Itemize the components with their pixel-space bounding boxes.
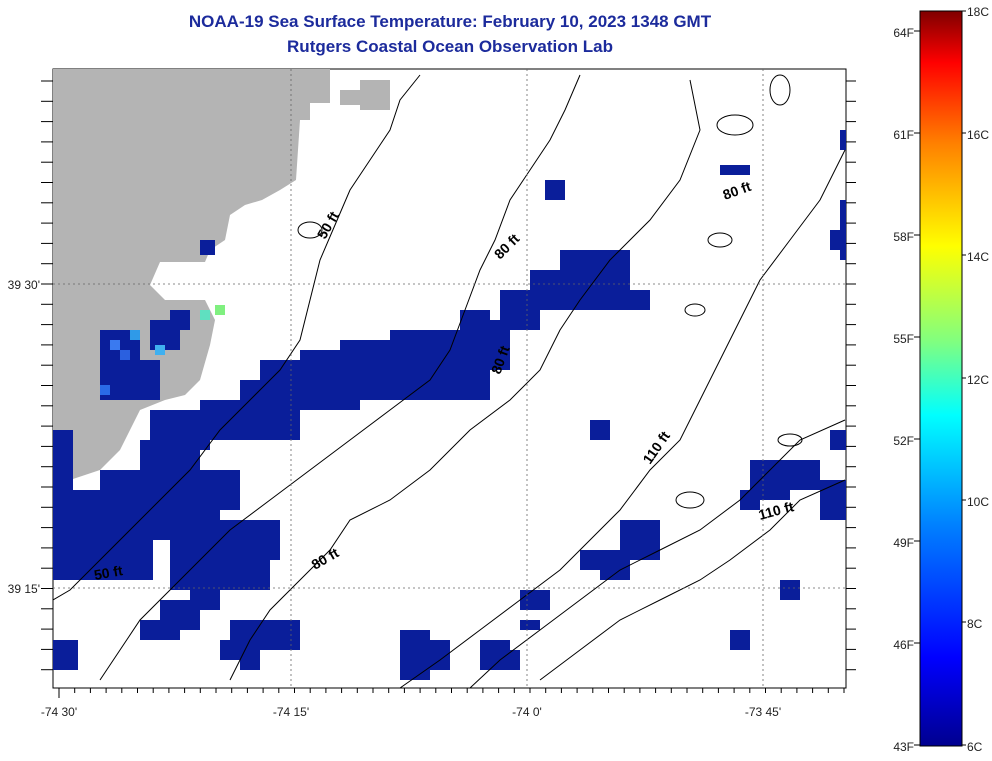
colorbar (919, 10, 963, 747)
sst-pixel (200, 400, 240, 440)
graticule (53, 69, 846, 688)
sst-pixel (820, 480, 846, 520)
sst-pixel (240, 640, 260, 670)
sst-pixel (520, 590, 550, 610)
colorbar-c-label: 14C (967, 250, 989, 264)
sst-pixel (420, 640, 450, 670)
sst-pixel (720, 165, 750, 175)
sst-pixel (600, 550, 630, 580)
sst-pixel (210, 520, 280, 560)
colorbar-c-label: 6C (967, 740, 983, 754)
land-patch (360, 80, 390, 110)
sst-pixel (830, 430, 846, 450)
sst-pixel (170, 310, 190, 330)
sst-pixel (790, 460, 820, 490)
sst-pixel-warm (100, 385, 110, 395)
sst-pixel (780, 580, 800, 600)
colorbar-c-label: 12C (967, 373, 989, 387)
sst-pixel-warm (200, 310, 210, 320)
colorbar-c-label: 10C (967, 495, 989, 509)
sst-pixel (545, 180, 565, 200)
sst-pixel (520, 620, 540, 630)
sst-pixel-warm (110, 340, 120, 350)
contour-label: 50 ft (93, 562, 124, 583)
colorbar-f-label: 43F (893, 740, 914, 754)
colorbar-c-label: 16C (967, 128, 989, 142)
colorbar-c-label: 18C (967, 5, 989, 19)
sst-pixel (730, 630, 750, 650)
colorbar-f-label: 46F (893, 638, 914, 652)
colorbar-c-label: 8C (967, 617, 983, 631)
colorbar-f-label: 61F (893, 128, 914, 142)
sst-pixel (840, 130, 846, 150)
x-tick-label: -74 15' (273, 705, 309, 719)
colorbar-f-label: 55F (893, 332, 914, 346)
sst-pixel (53, 430, 73, 490)
colorbar-f-label: 49F (893, 536, 914, 550)
y-tick-label: 39 15' (8, 582, 40, 596)
map-subtitle: Rutgers Coastal Ocean Observation Lab (287, 37, 613, 56)
sst-pixel (220, 640, 240, 660)
axis-ticks (41, 80, 856, 698)
sst-pixel (53, 640, 78, 670)
x-tick-label: -73 45' (745, 705, 781, 719)
sst-pixel (270, 630, 290, 650)
sst-pixel (500, 650, 520, 670)
land-patch (340, 90, 360, 105)
sst-pixel (840, 200, 846, 260)
y-tick-label: 39 30' (8, 278, 40, 292)
sst-pixel (140, 500, 220, 540)
x-tick-label: -74 30' (41, 705, 77, 719)
sst-pixel (580, 550, 600, 570)
colorbar-f-label: 58F (893, 230, 914, 244)
sst-pixel (460, 310, 490, 330)
sst-pixel-warm (155, 345, 165, 355)
colorbar-f-label: 52F (893, 434, 914, 448)
sst-pixel-warm (215, 305, 225, 315)
x-tick-label: -74 0' (512, 705, 542, 719)
sst-pixel (140, 620, 180, 640)
sst-pixel (230, 560, 270, 590)
sst-pixel (590, 420, 610, 440)
sst-pixel (630, 290, 650, 310)
colorbar-ticks (914, 10, 966, 746)
sst-pixel-warm (130, 330, 140, 340)
sst-pixel (600, 280, 630, 310)
sst-pixel (200, 240, 215, 255)
colorbar-f-label: 64F (893, 26, 914, 40)
sst-pixel-warm (120, 350, 130, 360)
map-title: NOAA-19 Sea Surface Temperature: Februar… (188, 12, 712, 31)
